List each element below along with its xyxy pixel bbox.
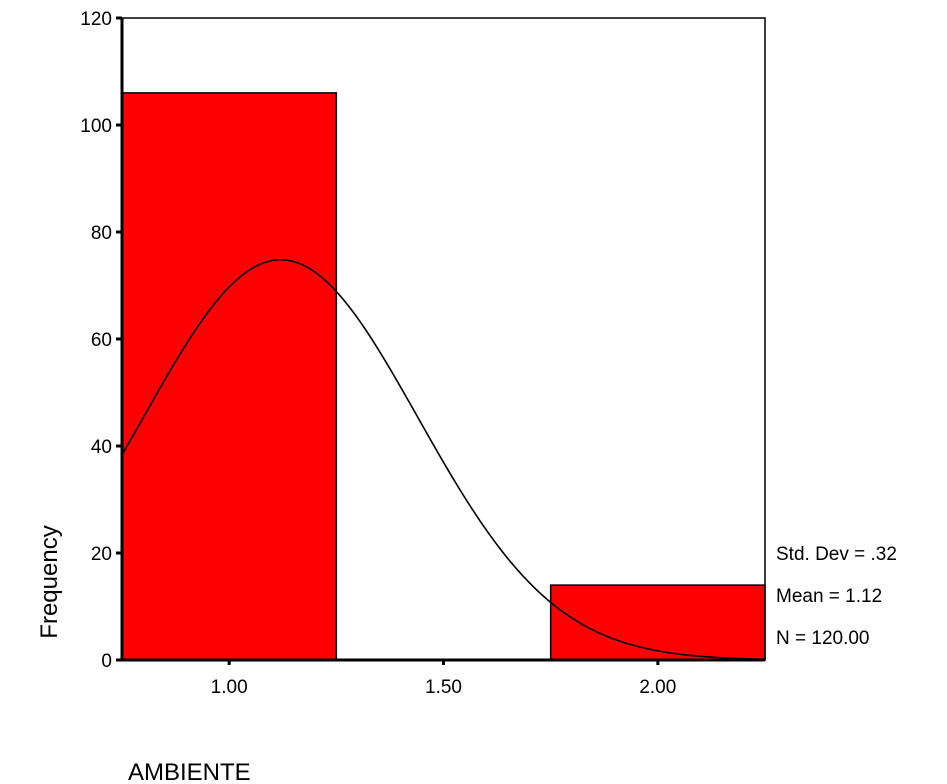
y-tick-label: 60 — [91, 330, 112, 351]
normal-curve — [121, 259, 766, 661]
x-tick-label: 1.00 — [211, 677, 248, 698]
normal-curve-layer — [121, 259, 766, 661]
stats-n: N = 120.00 — [776, 628, 870, 649]
y-tick-label: 120 — [80, 9, 112, 30]
x-tick-label: 2.00 — [639, 677, 676, 698]
x-axis-title: AMBIENTE — [128, 759, 251, 784]
bars-layer — [121, 92, 766, 661]
y-tick-label: 80 — [91, 223, 112, 244]
histogram-bar-3 — [549, 584, 766, 661]
stats-std-dev: Std. Dev = .32 — [776, 544, 897, 565]
y-tick-label: 20 — [91, 544, 112, 565]
histogram-bar-1 — [121, 92, 338, 661]
stats-mean: Mean = 1.12 — [776, 586, 882, 607]
y-axis-title: Frequency — [36, 525, 63, 638]
y-ticks-layer: 0 20 40 60 80 100 120 — [80, 9, 122, 672]
x-ticks-layer: 1.00 1.50 2.00 — [211, 660, 676, 698]
x-tick-label: 1.50 — [425, 677, 462, 698]
y-tick-label: 100 — [80, 116, 112, 137]
y-tick-label: 0 — [101, 651, 112, 672]
y-tick-label: 40 — [91, 437, 112, 458]
